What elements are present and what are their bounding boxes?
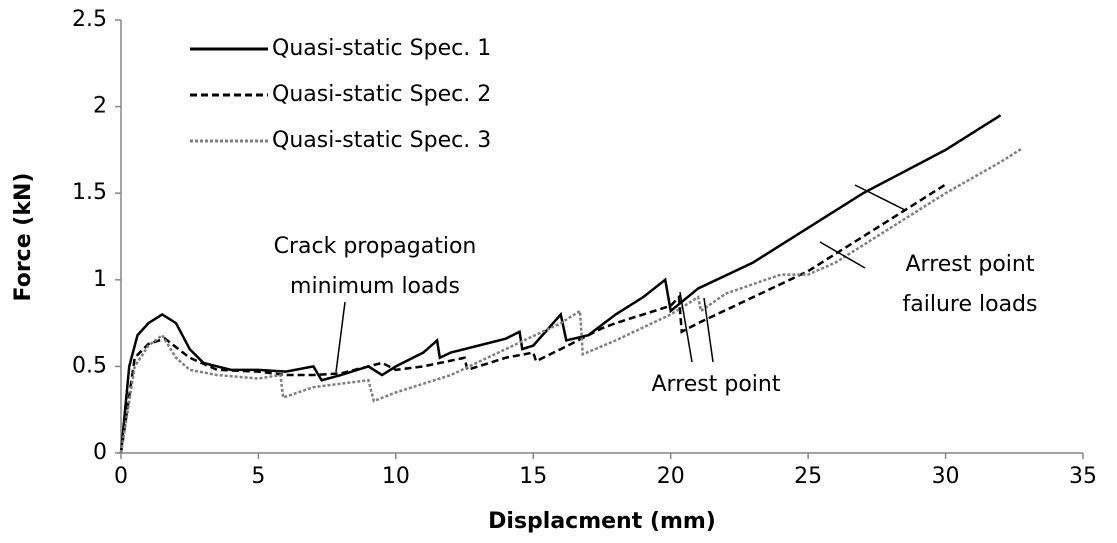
y-axis-label: Force (kN) — [11, 173, 36, 302]
annotation-pointer — [703, 297, 714, 363]
x-tick-label: 5 — [251, 464, 265, 489]
x-tick-label: 25 — [794, 464, 822, 489]
x-tick-label: 35 — [1069, 464, 1097, 489]
y-tick-label: 2 — [93, 94, 107, 119]
annotation-pointer — [854, 184, 906, 211]
annotation: Crack propagation — [274, 234, 477, 259]
annotation-pointer — [819, 241, 866, 269]
y-tick-label: 2.5 — [72, 7, 107, 32]
annotation: Arrest point — [652, 372, 781, 397]
annotation: Arrest point — [906, 252, 1035, 277]
y-tick-label: 0.5 — [72, 353, 107, 378]
y-tick-label: 0 — [93, 440, 107, 465]
y-tick-label: 1 — [93, 267, 107, 292]
y-tick-label: 1.5 — [72, 180, 107, 205]
x-tick-label: 15 — [519, 464, 547, 489]
data-line — [119, 114, 1002, 454]
annotation-pointer — [679, 291, 693, 363]
x-tick-label: 20 — [657, 464, 685, 489]
data-line — [119, 147, 1024, 454]
legend-label: Quasi-static Spec. 3 — [272, 128, 491, 153]
annotation: minimum loads — [290, 274, 460, 299]
x-tick-label: 0 — [114, 464, 128, 489]
x-axis-label: Displacment (mm) — [488, 509, 716, 534]
annotation: failure loads — [903, 292, 1038, 317]
legend-label: Quasi-static Spec. 2 — [272, 82, 491, 107]
legend-label: Quasi-static Spec. 1 — [272, 36, 491, 61]
x-tick-label: 10 — [382, 464, 410, 489]
annotation-pointer — [335, 301, 346, 373]
x-tick-label: 30 — [932, 464, 960, 489]
data-line — [119, 183, 947, 454]
